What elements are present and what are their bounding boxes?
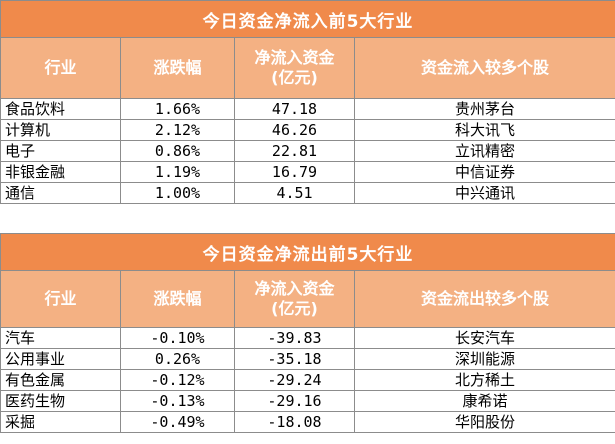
change-cell: -0.12% (120, 369, 235, 391)
net-flow-cell: 22.81 (234, 140, 355, 162)
change-cell: -0.13% (120, 390, 235, 412)
header-net-flow-line1: 净流入资金 (254, 279, 335, 298)
net-flow-cell: -35.18 (234, 348, 355, 370)
inflow-table: 今日资金净流入前5大行业 行业 涨跌幅 净流入资金 (亿元) 资金流入较多个股 … (0, 0, 615, 204)
sector-cell: 非银金融 (0, 161, 121, 183)
stock-cell: 北方稀土 (353, 369, 615, 391)
change-cell: 2.12% (120, 119, 235, 141)
header-net-flow: 净流入资金 (亿元) (234, 270, 355, 328)
net-flow-cell: 47.18 (234, 98, 355, 120)
change-cell: 0.26% (120, 348, 235, 370)
change-cell: 1.19% (120, 161, 235, 183)
change-cell: -0.10% (120, 327, 235, 349)
table-row: 有色金属 -0.12% -29.24 北方稀土 (0, 369, 615, 391)
table-row: 医药生物 -0.13% -29.16 康希诺 (0, 390, 615, 412)
sector-cell: 公用事业 (0, 348, 121, 370)
net-flow-cell: -18.08 (234, 411, 355, 433)
table-row: 计算机 2.12% 46.26 科大讯飞 (0, 119, 615, 141)
inflow-title-row: 今日资金净流入前5大行业 (0, 0, 615, 38)
sector-cell: 汽车 (0, 327, 121, 349)
outflow-title-row: 今日资金净流出前5大行业 (0, 233, 615, 271)
change-cell: 1.00% (120, 182, 235, 204)
change-cell: -0.49% (120, 411, 235, 433)
net-flow-cell: -39.83 (234, 327, 355, 349)
stock-cell: 中兴通讯 (353, 182, 615, 204)
header-sector: 行业 (0, 270, 121, 328)
sector-cell: 计算机 (0, 119, 121, 141)
stock-cell: 华阳股份 (353, 411, 615, 433)
header-net-flow-line2: (亿元) (271, 68, 318, 87)
header-change: 涨跌幅 (120, 270, 235, 328)
header-change: 涨跌幅 (120, 37, 235, 99)
table-row: 通信 1.00% 4.51 中兴通讯 (0, 182, 615, 204)
header-stocks: 资金流入较多个股 (353, 37, 615, 99)
outflow-table-block: 今日资金净流出前5大行业 行业 涨跌幅 净流入资金 (亿元) 资金流出较多个股 … (0, 233, 615, 433)
outflow-table: 今日资金净流出前5大行业 行业 涨跌幅 净流入资金 (亿元) 资金流出较多个股 … (0, 233, 615, 433)
net-flow-cell: 4.51 (234, 182, 355, 204)
stock-cell: 立讯精密 (353, 140, 615, 162)
stock-cell: 康希诺 (353, 390, 615, 412)
table-row: 汽车 -0.10% -39.83 长安汽车 (0, 327, 615, 349)
outflow-header-row: 行业 涨跌幅 净流入资金 (亿元) 资金流出较多个股 (0, 270, 615, 328)
change-cell: 1.66% (120, 98, 235, 120)
stock-cell: 长安汽车 (353, 327, 615, 349)
sector-cell: 电子 (0, 140, 121, 162)
inflow-table-title: 今日资金净流入前5大行业 (0, 0, 615, 38)
change-cell: 0.86% (120, 140, 235, 162)
table-row: 电子 0.86% 22.81 立讯精密 (0, 140, 615, 162)
outflow-table-title: 今日资金净流出前5大行业 (0, 233, 615, 271)
stock-cell: 科大讯飞 (353, 119, 615, 141)
net-flow-cell: 16.79 (234, 161, 355, 183)
sector-cell: 食品饮料 (0, 98, 121, 120)
sector-cell: 采掘 (0, 411, 121, 433)
stock-cell: 中信证券 (353, 161, 615, 183)
header-sector: 行业 (0, 37, 121, 99)
table-row: 采掘 -0.49% -18.08 华阳股份 (0, 411, 615, 433)
header-net-flow-line2: (亿元) (271, 299, 318, 318)
header-stocks: 资金流出较多个股 (353, 270, 615, 328)
net-flow-cell: 46.26 (234, 119, 355, 141)
header-net-flow: 净流入资金 (亿元) (234, 37, 355, 99)
sector-cell: 通信 (0, 182, 121, 204)
header-net-flow-line1: 净流入资金 (254, 48, 335, 67)
inflow-table-block: 今日资金净流入前5大行业 行业 涨跌幅 净流入资金 (亿元) 资金流入较多个股 … (0, 0, 615, 204)
stock-cell: 深圳能源 (353, 348, 615, 370)
sector-cell: 医药生物 (0, 390, 121, 412)
table-row: 食品饮料 1.66% 47.18 贵州茅台 (0, 98, 615, 120)
sector-cell: 有色金属 (0, 369, 121, 391)
net-flow-cell: -29.16 (234, 390, 355, 412)
inflow-header-row: 行业 涨跌幅 净流入资金 (亿元) 资金流入较多个股 (0, 37, 615, 99)
table-row: 非银金融 1.19% 16.79 中信证券 (0, 161, 615, 183)
table-row: 公用事业 0.26% -35.18 深圳能源 (0, 348, 615, 370)
net-flow-cell: -29.24 (234, 369, 355, 391)
stock-cell: 贵州茅台 (353, 98, 615, 120)
